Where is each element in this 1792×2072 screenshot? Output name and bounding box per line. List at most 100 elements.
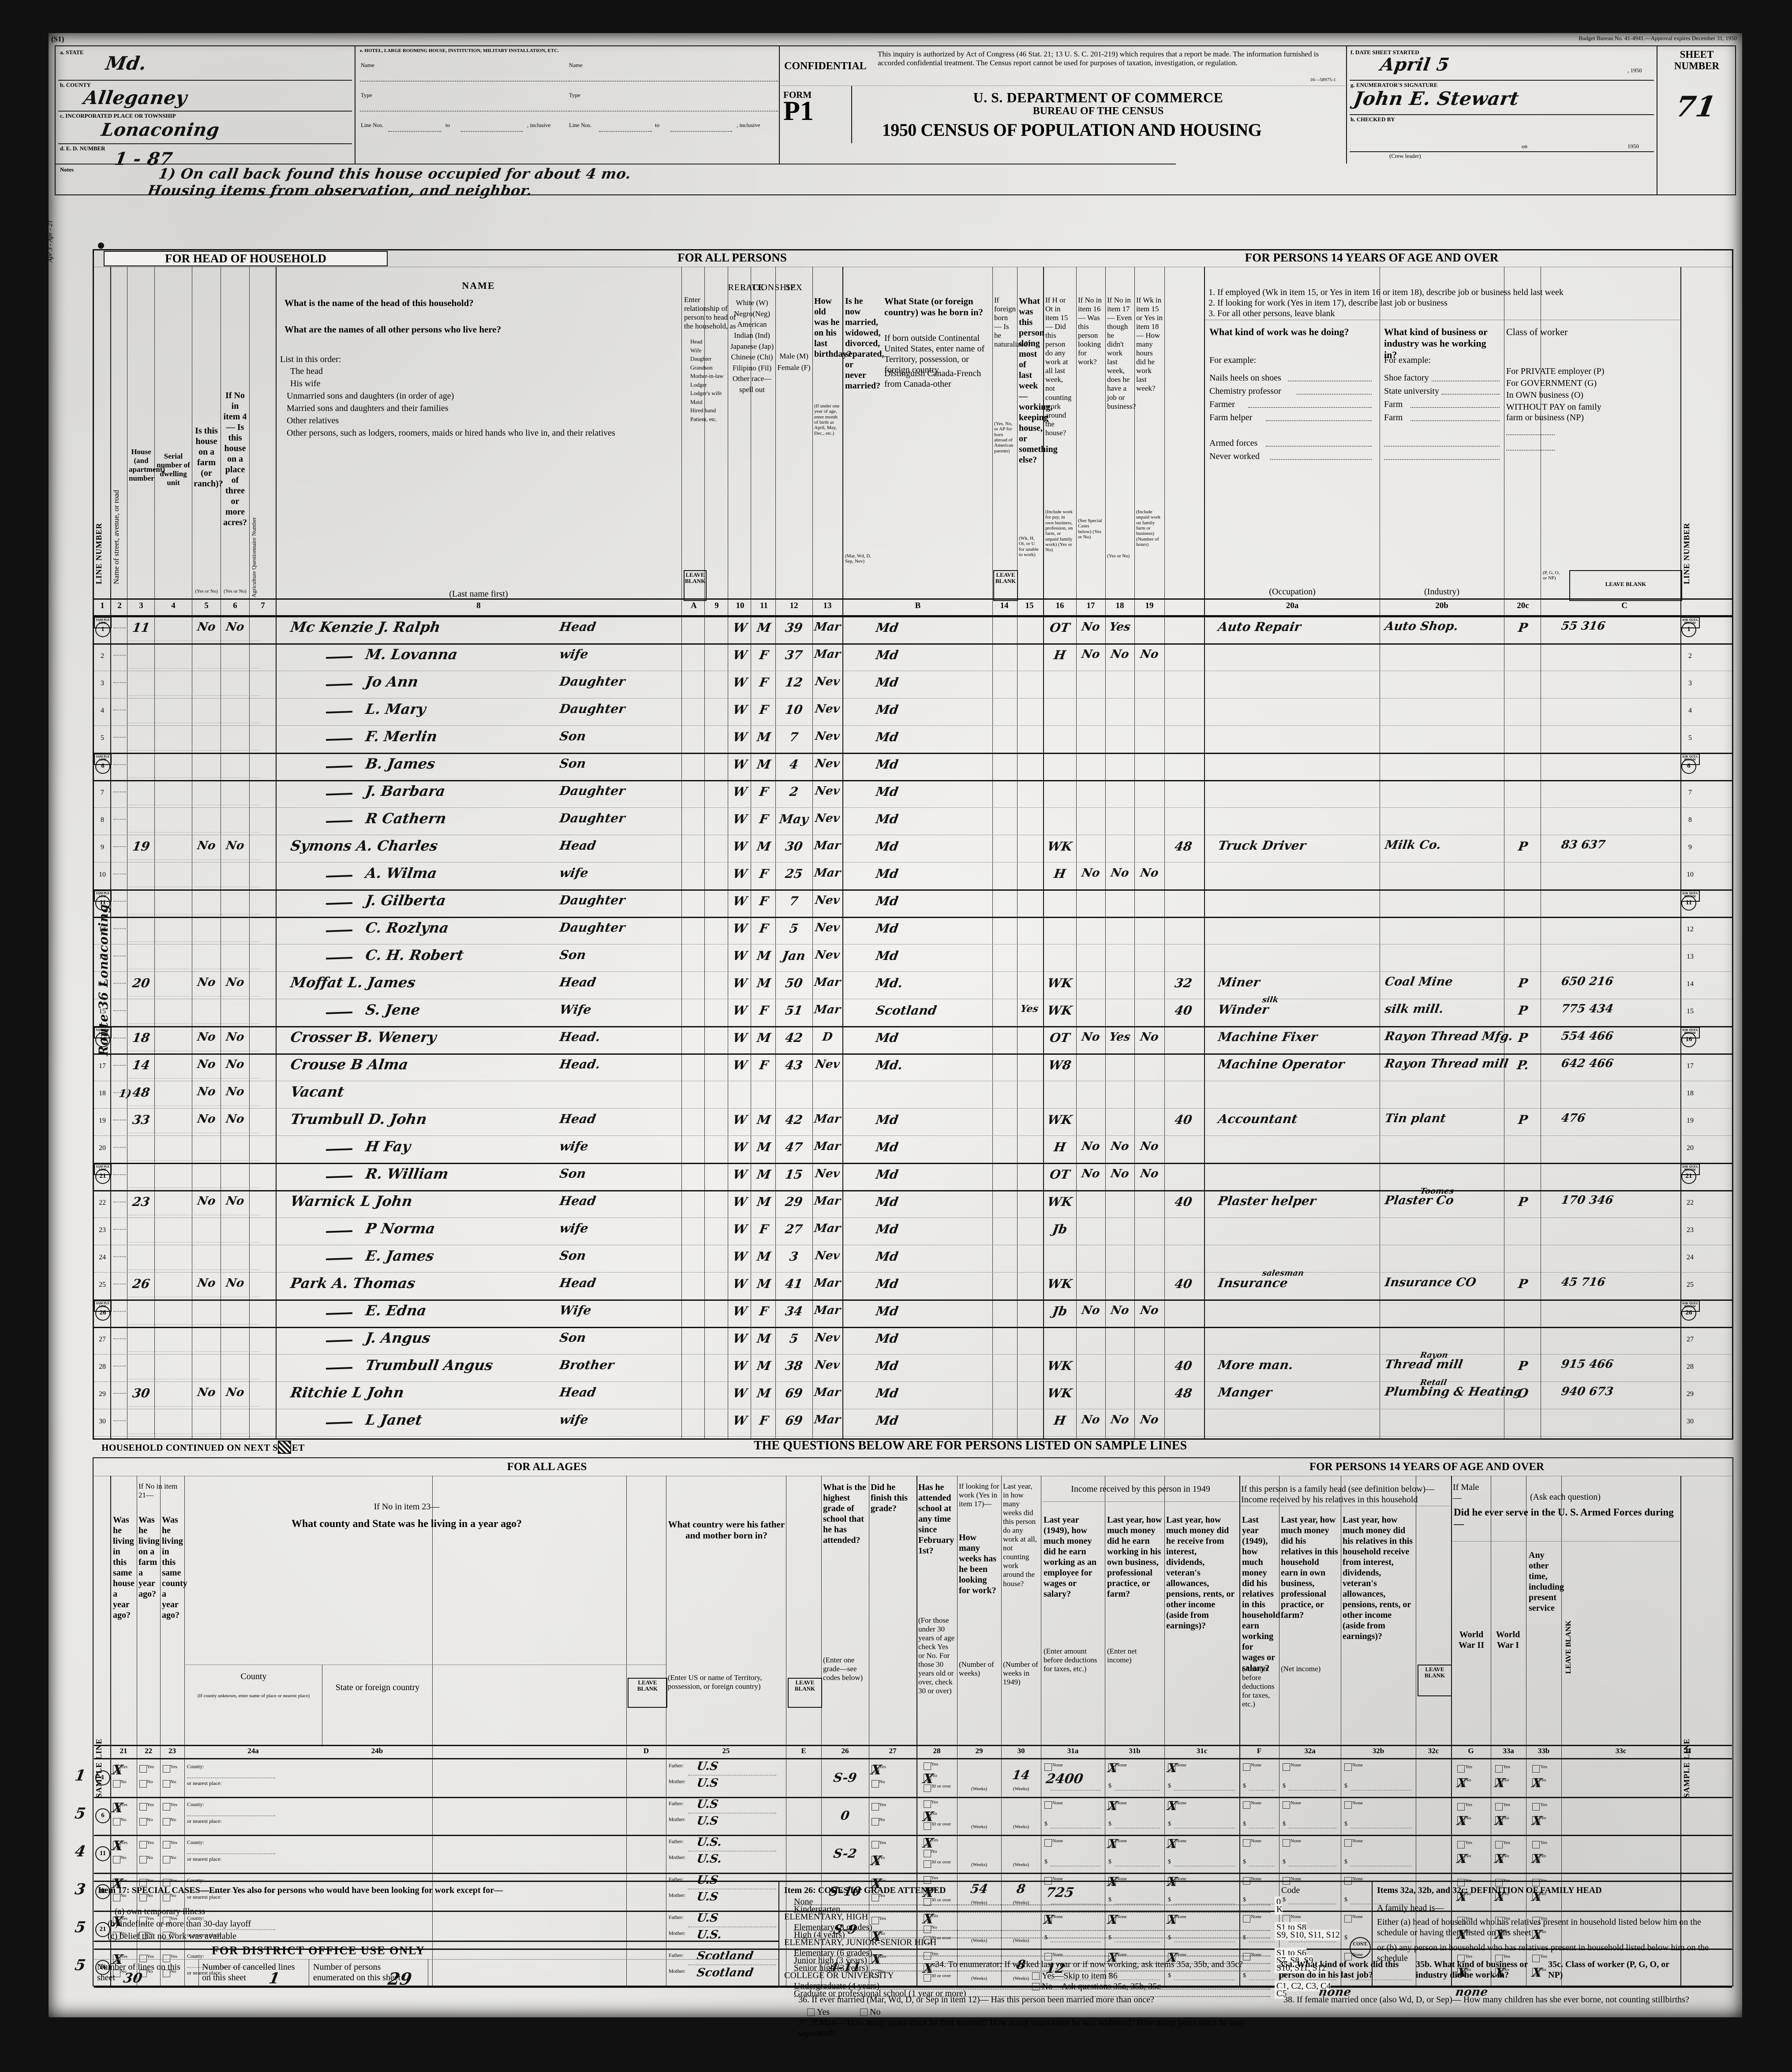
cell-class-of-worker-28[interactable]: P xyxy=(1517,1359,1529,1373)
cell-age-20[interactable]: 47 xyxy=(784,1140,804,1154)
af-ww1-yes-checkbox-16[interactable] xyxy=(1495,1879,1503,1886)
cell-name-30[interactable]: L Janet xyxy=(364,1411,423,1428)
cell-relationship-4[interactable]: Daughter xyxy=(558,702,626,716)
q22-1-no-checkbox[interactable] xyxy=(139,1780,147,1788)
cell-activity-30[interactable]: H xyxy=(1053,1413,1067,1428)
cell-age-11[interactable]: 7 xyxy=(788,894,800,908)
af-ww2-yes-checkbox-11[interactable] xyxy=(1457,1841,1465,1848)
sample-row-line-11[interactable]: 11 xyxy=(95,1846,110,1861)
af-ww2-yes-checkbox-26[interactable] xyxy=(1457,1955,1465,1962)
relinc-other-21-none-checkbox[interactable] xyxy=(1344,1915,1352,1923)
cell-name-23[interactable]: P Norma xyxy=(364,1220,437,1237)
cell-anywork-21[interactable]: No xyxy=(1081,1167,1101,1180)
cell-sex-5[interactable]: M xyxy=(756,730,772,744)
cell-birthplace-22[interactable]: Md xyxy=(875,1195,900,1209)
county-line-11[interactable] xyxy=(187,1853,275,1854)
cell-house-number-1[interactable]: 11 xyxy=(131,620,151,635)
sample-line-marker-right-1[interactable]: 1 xyxy=(1681,622,1696,637)
income-business-1-none-checkbox[interactable] xyxy=(1108,1763,1116,1771)
cell-occupation-16[interactable]: Machine Fixer xyxy=(1217,1030,1319,1044)
cell-naturalized-15[interactable]: Yes xyxy=(1019,1003,1040,1015)
cell-occupation-1[interactable]: Auto Repair xyxy=(1217,620,1302,634)
q22-21-yes-checkbox[interactable] xyxy=(139,1917,147,1924)
cell-name-28[interactable]: Trumbull Angus xyxy=(364,1357,494,1374)
cell-birthplace-6[interactable]: Md xyxy=(875,757,900,772)
cell-activity-9[interactable]: WK xyxy=(1046,839,1074,854)
father-country-21[interactable]: U.S xyxy=(696,1911,719,1925)
cell-birthplace-5[interactable]: Md xyxy=(875,730,900,744)
q21-16-no-checkbox[interactable] xyxy=(113,1894,120,1901)
income-other-21-none-checkbox[interactable] xyxy=(1168,1915,1175,1923)
income-business-11-none-checkbox[interactable] xyxy=(1108,1839,1116,1847)
cell-birthplace-2[interactable]: Md xyxy=(875,648,900,662)
cell-age-13[interactable]: Jan xyxy=(781,948,807,963)
af-ww2-no-checkbox-16[interactable] xyxy=(1457,1892,1465,1900)
cell-anywork-16[interactable]: No xyxy=(1081,1030,1101,1044)
cell-age-28[interactable]: 38 xyxy=(784,1359,804,1373)
cell-name-2[interactable]: M. Lovanna xyxy=(364,646,459,663)
cell-sex-23[interactable]: F xyxy=(758,1222,770,1236)
af-other-no-checkbox-16[interactable] xyxy=(1532,1892,1540,1900)
cell-on-farm-1[interactable]: No xyxy=(196,620,217,634)
income-other-11-amount-line[interactable] xyxy=(1174,1866,1235,1867)
q36-no-checkbox[interactable] xyxy=(860,2009,868,2016)
af-ww1-yes-checkbox-11[interactable] xyxy=(1495,1841,1503,1848)
cell-relationship-8[interactable]: Daughter xyxy=(558,811,626,825)
cell-activity-29[interactable]: WK xyxy=(1046,1386,1074,1400)
af-other-yes-checkbox-21[interactable] xyxy=(1532,1917,1540,1924)
cell-birthplace-10[interactable]: Md xyxy=(875,866,900,881)
income-other-11-none-checkbox[interactable] xyxy=(1168,1839,1175,1847)
relinc-business-6-amount-line[interactable] xyxy=(1289,1828,1336,1829)
cell-relationship-30[interactable]: wife xyxy=(558,1412,590,1427)
cell-on-farm-22[interactable]: No xyxy=(196,1195,217,1208)
relinc-other-11-none-checkbox[interactable] xyxy=(1344,1839,1352,1847)
cell-relationship-3[interactable]: Daughter xyxy=(558,674,626,689)
cell-hasjob-30[interactable]: No xyxy=(1139,1413,1160,1426)
cell-occupation-14[interactable]: Miner xyxy=(1217,975,1261,989)
grade-attended-1[interactable]: S-9 xyxy=(832,1770,858,1785)
cell-relationship-23[interactable]: wife xyxy=(558,1221,590,1236)
cell-sex-29[interactable]: M xyxy=(756,1386,772,1400)
af-other-yes-checkbox-26[interactable] xyxy=(1532,1955,1540,1962)
cell-name-24[interactable]: E. James xyxy=(364,1247,435,1264)
cell-birthplace-23[interactable]: Md xyxy=(875,1222,900,1236)
relinc-wages-11-none-checkbox[interactable] xyxy=(1243,1839,1250,1847)
cell-age-24[interactable]: 3 xyxy=(788,1249,800,1264)
cell-sex-9[interactable]: M xyxy=(756,839,772,854)
sample-row-line-1[interactable]: 1 xyxy=(95,1770,110,1785)
q23-11-no-checkbox[interactable] xyxy=(163,1856,170,1863)
sample-row-line-26[interactable]: 26 xyxy=(95,1960,110,1975)
cell-relationship-1[interactable]: Head xyxy=(558,620,597,634)
q27-21-no-checkbox[interactable] xyxy=(872,1932,879,1939)
sheet-number-value[interactable]: 71 xyxy=(1673,90,1719,123)
cell-relationship-20[interactable]: wife xyxy=(558,1139,590,1154)
income-business-21-amount-line[interactable] xyxy=(1115,1941,1160,1942)
relinc-other-21-amount-line[interactable] xyxy=(1351,1941,1411,1942)
cell-marital-15[interactable]: Mar xyxy=(813,1003,842,1016)
income-other-6-none-checkbox[interactable] xyxy=(1168,1801,1175,1809)
cell-industry-25[interactable]: Insurance CO xyxy=(1384,1276,1477,1289)
cell-sex-12[interactable]: F xyxy=(758,921,770,936)
cell-relationship-19[interactable]: Head xyxy=(558,1112,597,1126)
cell-name-8[interactable]: R Cathern xyxy=(364,810,448,827)
cell-name-21[interactable]: R. William xyxy=(364,1165,450,1182)
q21-26-yes-checkbox[interactable] xyxy=(113,1955,120,1962)
cell-activity-1[interactable]: OT xyxy=(1048,620,1071,635)
cell-race-23[interactable]: W xyxy=(732,1222,748,1236)
cell-age-14[interactable]: 50 xyxy=(784,976,804,990)
cell-marital-5[interactable]: Nev xyxy=(814,730,841,743)
cell-class-of-worker-1[interactable]: P xyxy=(1517,620,1529,635)
cell-name-13[interactable]: C. H. Robert xyxy=(364,947,465,963)
af-other-no-checkbox-11[interactable] xyxy=(1532,1854,1540,1862)
cell-race-22[interactable]: W xyxy=(732,1195,748,1209)
cell-age-7[interactable]: 2 xyxy=(788,784,800,799)
q22-21-no-checkbox[interactable] xyxy=(139,1932,147,1939)
q23-21-yes-checkbox[interactable] xyxy=(163,1917,170,1924)
cell-hours-25[interactable]: 40 xyxy=(1173,1277,1193,1291)
cell-class-of-worker-9[interactable]: P xyxy=(1517,839,1529,854)
q23-16-no-checkbox[interactable] xyxy=(163,1894,170,1901)
q21-6-no-checkbox[interactable] xyxy=(113,1818,120,1826)
cell-name-25[interactable]: Park A. Thomas xyxy=(289,1275,417,1292)
mother-country-6[interactable]: U.S xyxy=(696,1814,719,1828)
cell-class-of-worker-22[interactable]: P xyxy=(1517,1195,1529,1209)
